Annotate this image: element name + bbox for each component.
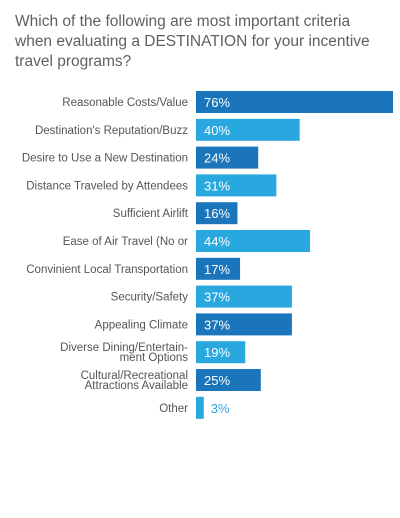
data-label: 37% xyxy=(204,290,230,305)
bar xyxy=(196,146,259,169)
bar xyxy=(196,230,311,252)
bar xyxy=(196,174,277,197)
category-label: Security/Safety xyxy=(111,292,189,304)
category-label: Reasonable Costs/Value xyxy=(62,97,188,109)
category-label: Desire to Use a New Destination xyxy=(22,153,188,165)
bar xyxy=(196,91,393,113)
category-label: Appealing Climate xyxy=(95,319,188,331)
category-label: Convinient Local Transportation xyxy=(26,264,188,276)
data-label: 40% xyxy=(204,123,230,138)
category-label: Diverse Dining/Entertain-ment Options xyxy=(60,342,188,364)
data-label: 31% xyxy=(204,178,230,193)
bar xyxy=(196,396,204,419)
category-label: Other xyxy=(159,403,188,415)
data-label: 19% xyxy=(204,345,230,360)
category-label: Destination's Reputation/Buzz xyxy=(35,125,188,137)
bar xyxy=(196,202,238,225)
bar xyxy=(196,118,300,141)
data-label: 16% xyxy=(204,206,230,221)
category-label: Ease of Air Travel (No or xyxy=(63,236,188,248)
chart-title: Which of the following are most importan… xyxy=(15,13,370,70)
data-label: 25% xyxy=(204,373,230,388)
bar xyxy=(196,285,292,308)
category-label: Distance Traveled by Attendees xyxy=(26,180,188,192)
data-label: 44% xyxy=(204,234,230,249)
bar xyxy=(196,313,292,336)
bar xyxy=(196,257,241,280)
data-label: 37% xyxy=(204,317,230,332)
data-label: 76% xyxy=(204,95,230,110)
data-label: 24% xyxy=(204,151,230,166)
category-label: Cultural/Recreational Attractions Availab… xyxy=(81,370,188,392)
category-label: Sufficient Airlift xyxy=(113,208,189,220)
data-label: 17% xyxy=(204,262,230,277)
bar xyxy=(196,341,246,364)
data-label: 3% xyxy=(211,401,230,416)
bar xyxy=(196,369,261,391)
